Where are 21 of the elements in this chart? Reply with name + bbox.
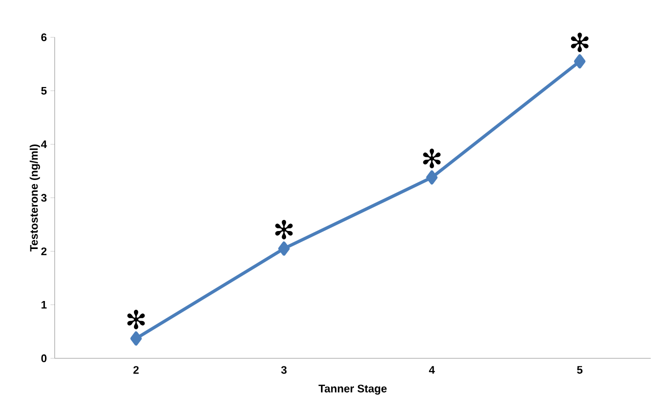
y-tick-label: 4 [41, 140, 47, 148]
point [130, 331, 142, 346]
y-axis-title: Testosterone (ng/ml) [30, 144, 40, 252]
annotation: ✻ [127, 310, 145, 330]
point [574, 54, 586, 68]
y-tick-label: 3 [41, 194, 47, 202]
y-tick-label: 2 [41, 247, 47, 256]
point [278, 242, 290, 256]
point [426, 170, 438, 185]
x-tick-label: 2 [133, 366, 139, 374]
y-tick-label: 6 [41, 33, 47, 42]
x-tick-label: 3 [281, 366, 287, 374]
x-tick-label: 5 [577, 366, 582, 374]
x-tick-label: 4 [428, 366, 435, 374]
y-tick-label: 0 [41, 354, 46, 362]
x-axis-title: Tanner Stage [318, 384, 387, 395]
y-tick-label: 5 [41, 86, 47, 95]
y-tick-label: 1 [42, 301, 47, 309]
annotation: ✻ [275, 220, 293, 240]
annotation: ✻ [571, 32, 588, 52]
annotation: ✻ [423, 148, 441, 168]
